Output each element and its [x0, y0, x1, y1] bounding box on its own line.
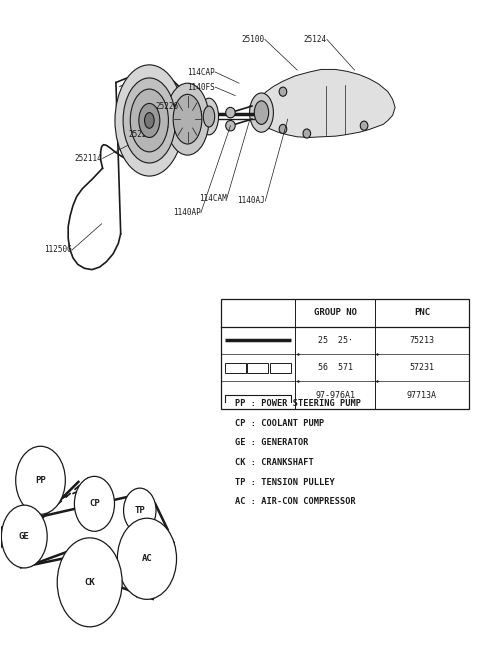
Circle shape [117, 518, 177, 599]
Circle shape [16, 446, 65, 514]
Text: CP: CP [89, 499, 100, 509]
Text: 97-976A1: 97-976A1 [315, 391, 355, 399]
Circle shape [57, 538, 122, 627]
Text: CK: CK [84, 578, 95, 587]
Text: AC: AC [142, 555, 152, 563]
Text: PNC: PNC [414, 308, 430, 317]
Ellipse shape [226, 120, 235, 131]
Text: GROUP NO: GROUP NO [313, 308, 357, 317]
Text: 1140FS: 1140FS [187, 83, 215, 91]
Text: 25100: 25100 [242, 35, 265, 44]
Circle shape [1, 505, 47, 568]
Ellipse shape [123, 78, 176, 163]
Text: 56  571: 56 571 [318, 363, 353, 373]
Text: 25124: 25124 [304, 35, 327, 44]
Ellipse shape [173, 95, 202, 144]
Text: CK : CRANKSHAFT: CK : CRANKSHAFT [235, 458, 314, 467]
Circle shape [123, 488, 156, 533]
Ellipse shape [279, 87, 287, 97]
Text: PP: PP [35, 476, 46, 485]
Ellipse shape [226, 107, 235, 118]
Text: 25221: 25221 [129, 129, 152, 139]
Bar [225, 363, 246, 373]
Text: CP : COOLANT PUMP: CP : COOLANT PUMP [235, 419, 324, 428]
Text: 114CAM: 114CAM [199, 194, 227, 204]
Bar [247, 363, 268, 373]
Text: TP: TP [134, 506, 145, 515]
Text: 114CAP: 114CAP [187, 68, 215, 77]
Text: AC : AIR-CON COMPRESSOR: AC : AIR-CON COMPRESSOR [235, 497, 356, 507]
Text: 1140AJ: 1140AJ [238, 196, 265, 206]
Text: TP : TENSION PULLEY: TP : TENSION PULLEY [235, 478, 335, 487]
Text: 252114: 252114 [75, 154, 103, 163]
Text: GE : GENERATOR: GE : GENERATOR [235, 438, 309, 447]
Text: 25226: 25226 [156, 102, 179, 110]
Polygon shape [250, 70, 395, 137]
Text: 75213: 75213 [409, 336, 434, 345]
Ellipse shape [279, 124, 287, 133]
Ellipse shape [115, 65, 184, 176]
Bar [270, 363, 290, 373]
Ellipse shape [166, 83, 209, 155]
Ellipse shape [250, 93, 274, 132]
Ellipse shape [144, 112, 154, 128]
Ellipse shape [199, 98, 218, 135]
Text: GE: GE [19, 532, 30, 541]
Text: PP : POWER STEERING PUMP: PP : POWER STEERING PUMP [235, 399, 361, 408]
Ellipse shape [130, 89, 168, 152]
Ellipse shape [303, 129, 311, 138]
Bar [221, 299, 469, 409]
Ellipse shape [139, 103, 160, 137]
Text: 25  25·: 25 25· [318, 336, 353, 345]
Text: 57231: 57231 [409, 363, 434, 373]
Text: 11250G: 11250G [44, 246, 72, 254]
Ellipse shape [254, 101, 269, 124]
Circle shape [74, 476, 115, 532]
Ellipse shape [360, 121, 368, 130]
Ellipse shape [203, 106, 215, 127]
Text: 97713A: 97713A [407, 391, 437, 399]
Text: 1140AP: 1140AP [173, 208, 201, 217]
